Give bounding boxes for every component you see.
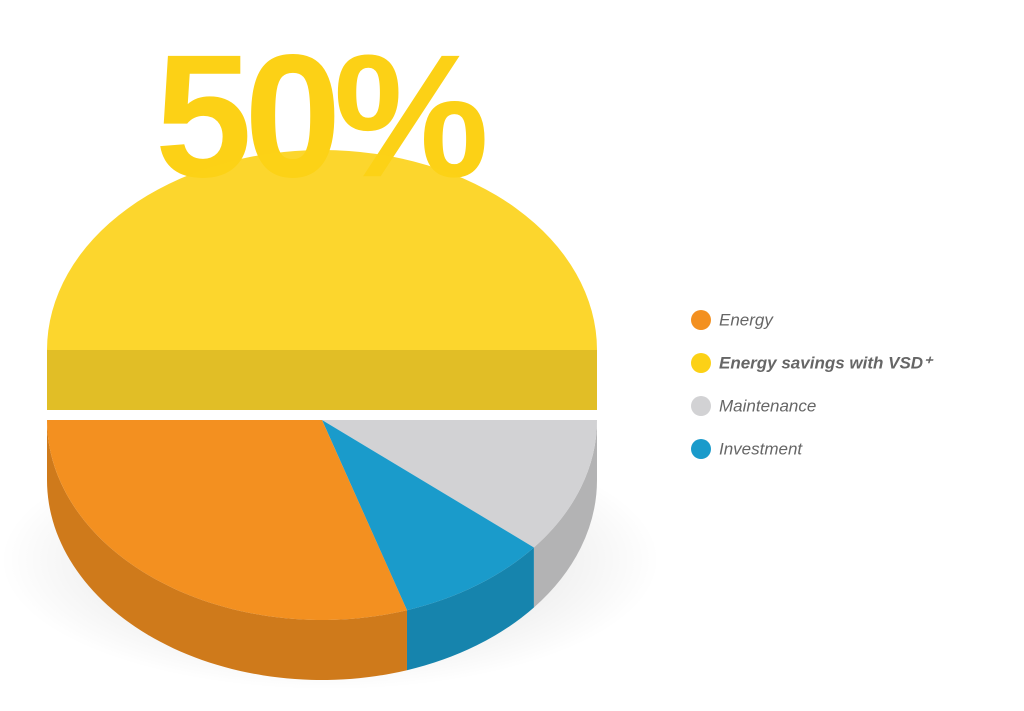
slice-side: [47, 350, 597, 410]
slice: [47, 420, 407, 620]
legend-label: Energy savings with VSD⁺: [719, 353, 934, 372]
pie: 50%: [47, 19, 597, 680]
slice-side: [533, 420, 597, 608]
legend: Energy Energy savings with VSD⁺ Maintenanc…: [691, 310, 934, 459]
slice-side: [406, 547, 534, 671]
legend-swatch: [691, 310, 711, 330]
slice: [322, 420, 534, 611]
legend-label: Maintenance: [719, 396, 816, 415]
legend-swatch: [691, 396, 711, 416]
slice: [47, 150, 597, 350]
legend-label: Investment: [719, 439, 803, 458]
legend-swatch: [691, 353, 711, 373]
legend-label: Energy: [719, 310, 774, 329]
slice: [322, 420, 597, 548]
legend-swatch: [691, 439, 711, 459]
slice-side: [47, 420, 407, 680]
